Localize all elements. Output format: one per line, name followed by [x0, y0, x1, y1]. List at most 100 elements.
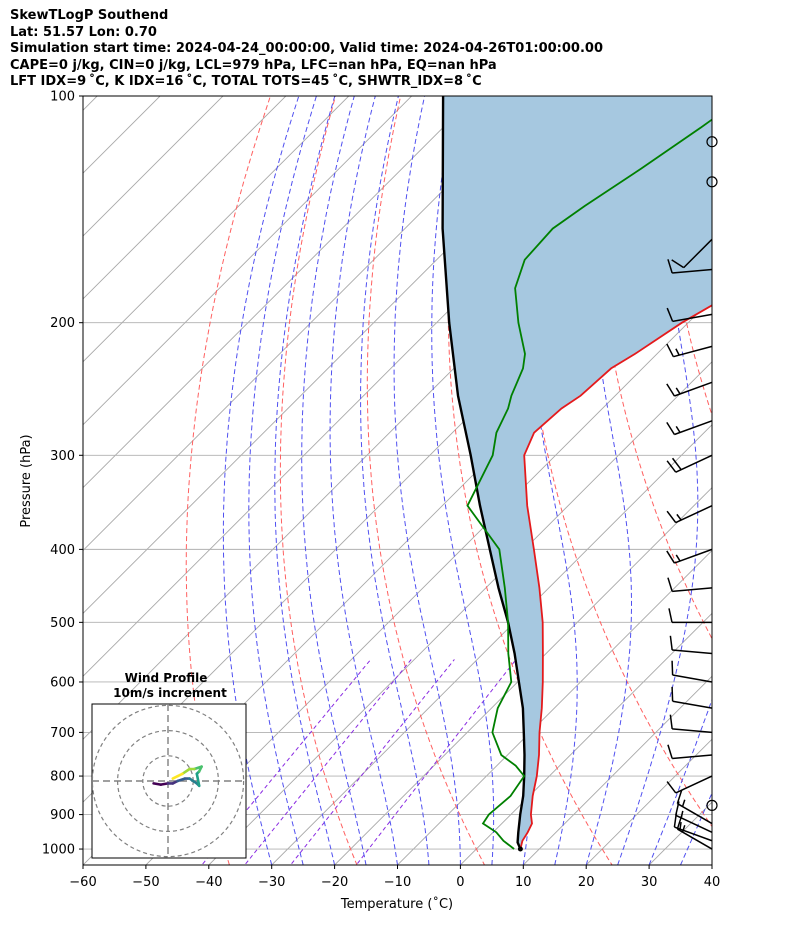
hodograph-segment: [188, 777, 199, 785]
hodograph-segment: [181, 767, 191, 776]
wind-barb: [668, 608, 712, 624]
wind-barb: [667, 577, 713, 593]
surface-parcel-point: [517, 846, 523, 852]
hodograph-segment: [195, 772, 201, 788]
x-tick-label: −10: [384, 875, 411, 890]
x-tick-label: −40: [195, 875, 222, 890]
location-label: Lat: 51.57 Lon: 0.70: [10, 24, 157, 40]
wind-barb: [666, 343, 713, 358]
isotherm-line: [585, 738, 712, 865]
y-tick-label: 100: [50, 90, 75, 105]
dry-adiabat: [366, 96, 486, 865]
wind-barb: [671, 238, 713, 269]
hodograph-segment: [171, 774, 179, 780]
moist-adiabat: [274, 96, 336, 865]
moist-adiabat: [585, 96, 632, 865]
y-axis-title: Pressure (hPa): [19, 434, 34, 527]
x-tick-label: 30: [641, 875, 658, 890]
dry-adiabat: [725, 62, 794, 881]
inset-title: Wind Profile: [125, 671, 208, 685]
moist-adiabat: [360, 96, 430, 865]
chart-header: SkewTLogP Southend Lat: 51.57 Lon: 0.70 …: [10, 8, 603, 91]
parcel-profile-line: [441, 96, 526, 850]
inset-subtitle: 10m/s increment: [113, 686, 227, 700]
isotherm-line: [83, 96, 539, 552]
x-tick-label: −20: [321, 875, 348, 890]
moist-adiabat: [329, 96, 398, 865]
isotherm-line: [396, 549, 712, 865]
x-tick-label: −50: [132, 875, 159, 890]
wind-barb: [666, 454, 713, 473]
wind-barb: [666, 420, 713, 436]
temperature-line: [519, 304, 712, 850]
isotherm-line: [0, 62, 6, 881]
wind-barb: [676, 789, 713, 825]
y-tick-label: 700: [50, 726, 75, 741]
y-tick-label: 500: [50, 616, 75, 631]
isotherm-line: [0, 62, 69, 881]
y-tick-label: 400: [50, 543, 75, 558]
x-tick-label: −30: [258, 875, 285, 890]
wind-barb: [669, 635, 713, 655]
cape-label: CAPE=0 j/kg, CIN=0 j/kg, LCL=979 hPa, LF…: [10, 57, 497, 73]
isotherm-line: [83, 96, 350, 363]
y-tick-label: 300: [50, 449, 75, 464]
mixing-ratio-line: [355, 659, 517, 865]
isotherm-line: [760, 62, 794, 881]
sounding-profiles: [441, 96, 712, 852]
x-axis-ticks: −60 −50 −40 −30 −20 −10 0 10 20 30 40: [69, 865, 720, 890]
mixing-ratio-line: [289, 659, 455, 865]
isotherm-line: [522, 675, 712, 865]
wind-barb: [669, 714, 713, 734]
isotherm-line: [208, 361, 712, 865]
dry-adiabat: [593, 96, 712, 640]
dry-adiabat: [279, 96, 358, 865]
time-label: Simulation start time: 2024-04-24_00:00:…: [10, 41, 603, 56]
x-tick-label: −60: [69, 875, 96, 890]
wind-barb: [667, 259, 713, 274]
moist-adiabats: [222, 96, 712, 865]
y-tick-label: 800: [50, 770, 75, 785]
inset-ring: [92, 704, 245, 858]
chart-title: SkewTLogP Southend: [10, 8, 169, 23]
y-tick-label: 600: [50, 675, 75, 690]
isotherm-line: [145, 298, 712, 865]
isotherm-line: [271, 424, 712, 865]
calm-wind-circle: [706, 176, 718, 188]
x-axis-title: Temperature (˚C): [340, 896, 453, 912]
isotherm-line: [83, 96, 224, 237]
moist-adiabat: [680, 791, 712, 865]
cape-area: [442, 96, 712, 849]
moist-adiabat: [222, 96, 300, 865]
y-tick-label: 900: [50, 808, 75, 823]
wind-barb: [671, 686, 713, 709]
wind-barb: [666, 548, 713, 564]
isotherm-line: [83, 96, 287, 300]
isotherm-line: [333, 486, 712, 865]
moist-adiabat: [648, 698, 712, 865]
dewpoint-line: [466, 118, 712, 850]
moist-adiabat: [301, 96, 367, 865]
wind-barbs: [666, 136, 718, 850]
x-tick-label: 0: [456, 875, 464, 890]
wind-barb: [666, 381, 713, 397]
wind-barb: [666, 505, 713, 524]
isotherm-line: [83, 96, 476, 489]
cape-shading: [442, 96, 712, 849]
wind-barb: [667, 744, 713, 760]
x-tick-label: 20: [578, 875, 595, 890]
isotherm-line: [459, 612, 712, 865]
moist-adiabat: [617, 96, 699, 865]
x-tick-label: 10: [515, 875, 532, 890]
mixing-ratio-line: [244, 659, 412, 865]
calm-wind-circle: [706, 136, 718, 148]
y-tick-label: 1000: [42, 843, 75, 858]
y-axis-ticks: 100 200 300 400 500 600 700 800 900 1000: [42, 90, 83, 858]
dry-adiabat: [788, 62, 794, 881]
calm-wind-circle: [706, 799, 718, 811]
wind-barb: [671, 660, 713, 683]
index-label: LFT IDX=9 ˚C, K IDX=16 ˚C, TOTAL TOTS=45…: [10, 74, 482, 89]
wind-barb: [666, 307, 713, 323]
wind-profile-inset: Wind Profile 10m/s increment: [91, 671, 247, 859]
